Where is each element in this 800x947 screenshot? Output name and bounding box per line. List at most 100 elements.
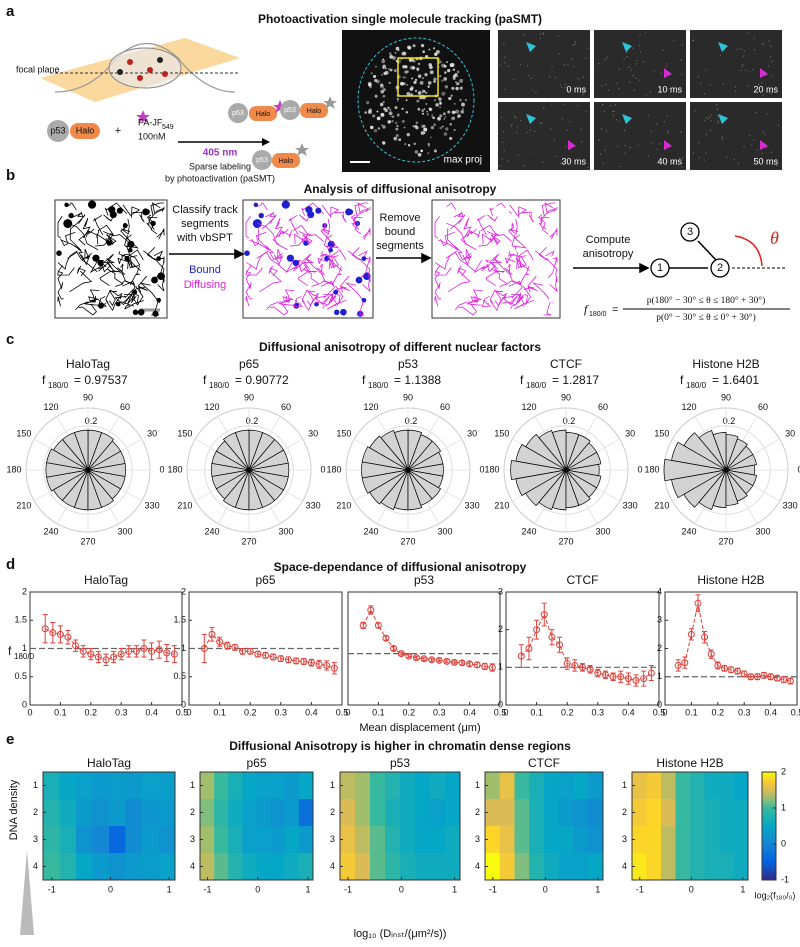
- heat-cell: [76, 853, 93, 881]
- marker: [292, 657, 300, 665]
- spot: [443, 132, 448, 136]
- marker: [315, 660, 323, 668]
- panel-label: c: [6, 331, 14, 348]
- theta-tick-label: 120: [521, 402, 536, 412]
- noise: [755, 112, 758, 114]
- marker: [617, 673, 625, 681]
- spot: [451, 116, 455, 121]
- x-tick-label: 0.5: [336, 707, 349, 717]
- heat-cell: [214, 772, 229, 800]
- heat-cell: [385, 853, 401, 881]
- heat-cell: [92, 799, 110, 827]
- spot: [388, 111, 393, 116]
- marker: [125, 647, 133, 655]
- theta-tick-label: 180: [6, 464, 21, 474]
- panel-label: e: [6, 731, 14, 748]
- annotation: f: [520, 373, 524, 387]
- noise: [626, 51, 628, 53]
- heat-cell: [415, 772, 431, 800]
- formula: p(180° − 30° ≤ θ ≤ 180° + 30°): [647, 295, 765, 306]
- legend-text: Bound: [189, 264, 221, 276]
- track: [306, 290, 316, 307]
- track: [266, 295, 287, 311]
- marker: [435, 656, 443, 664]
- formula: =: [612, 304, 618, 316]
- noise: [510, 125, 512, 127]
- spot: [396, 99, 399, 102]
- spot: [384, 67, 387, 70]
- heat-cell: [200, 799, 215, 827]
- spot: [412, 44, 416, 48]
- spot: [419, 81, 424, 85]
- y-tick-label: 0.5: [173, 671, 186, 681]
- spot: [448, 96, 452, 101]
- heat-cell: [200, 853, 215, 881]
- colorbar-tick-label: 1: [781, 802, 786, 812]
- spot: [406, 45, 411, 50]
- theta-tick-label: 210: [177, 500, 192, 510]
- bound-blob: [324, 255, 330, 262]
- bound-blob: [315, 207, 322, 214]
- marker: [246, 647, 254, 655]
- bound-blob: [340, 308, 347, 316]
- y-tick-label: 1.5: [14, 615, 27, 625]
- heat-cell: [125, 772, 143, 800]
- track: [257, 202, 268, 211]
- marker: [367, 606, 375, 614]
- track: [465, 249, 471, 260]
- annotation: focal plane: [16, 64, 60, 74]
- theta-tick-label: 0: [320, 464, 325, 474]
- line: [520, 613, 652, 682]
- colorbar-step: [762, 774, 776, 778]
- theta-tick-label: 60: [758, 402, 768, 412]
- noise: [503, 61, 505, 64]
- arrowhead: [664, 140, 672, 150]
- colorbar-step: [762, 793, 776, 797]
- track: [458, 303, 478, 316]
- x-tick-label: 0.4: [145, 707, 158, 717]
- noise: [671, 162, 674, 164]
- heat-cell: [514, 772, 530, 800]
- noise: [624, 152, 626, 154]
- noise: [513, 78, 515, 80]
- annotation: 180/0: [48, 381, 69, 390]
- noise: [616, 119, 618, 121]
- x-tick-label: 0.1: [213, 707, 226, 717]
- marker: [647, 669, 655, 677]
- noise: [516, 132, 518, 134]
- track: [146, 214, 158, 235]
- track: [57, 270, 64, 290]
- spot: [437, 116, 441, 121]
- marker: [148, 647, 156, 655]
- marker: [64, 633, 72, 641]
- error-bar: [406, 654, 412, 659]
- error-bar: [80, 645, 86, 658]
- noise: [601, 85, 603, 87]
- noise: [617, 145, 619, 147]
- axes-box: [505, 591, 660, 706]
- spot: [379, 102, 384, 107]
- heat-cell: [270, 772, 286, 800]
- spot: [376, 116, 381, 121]
- track: [350, 216, 363, 229]
- tag: Halo: [76, 125, 95, 135]
- theta-tick-label: 210: [654, 500, 669, 510]
- spot: [459, 98, 462, 102]
- heat-cell: [415, 826, 431, 854]
- heat-cell: [544, 826, 560, 854]
- marker: [94, 653, 102, 661]
- noise: [519, 63, 521, 65]
- step-text: anisotropy: [583, 248, 634, 260]
- heat-cell: [385, 799, 401, 827]
- error-bar: [50, 622, 56, 644]
- heat-cell: [109, 799, 126, 827]
- x-tick-label: 0.5: [653, 707, 666, 717]
- spot: [372, 114, 376, 118]
- spot: [401, 119, 405, 123]
- chart-title: Histone H2B: [692, 357, 759, 371]
- theta-tick-label: 0: [159, 464, 164, 474]
- error-bar: [111, 650, 117, 664]
- error-bar: [73, 639, 79, 652]
- heat-cell: [214, 853, 229, 881]
- marker: [262, 651, 269, 659]
